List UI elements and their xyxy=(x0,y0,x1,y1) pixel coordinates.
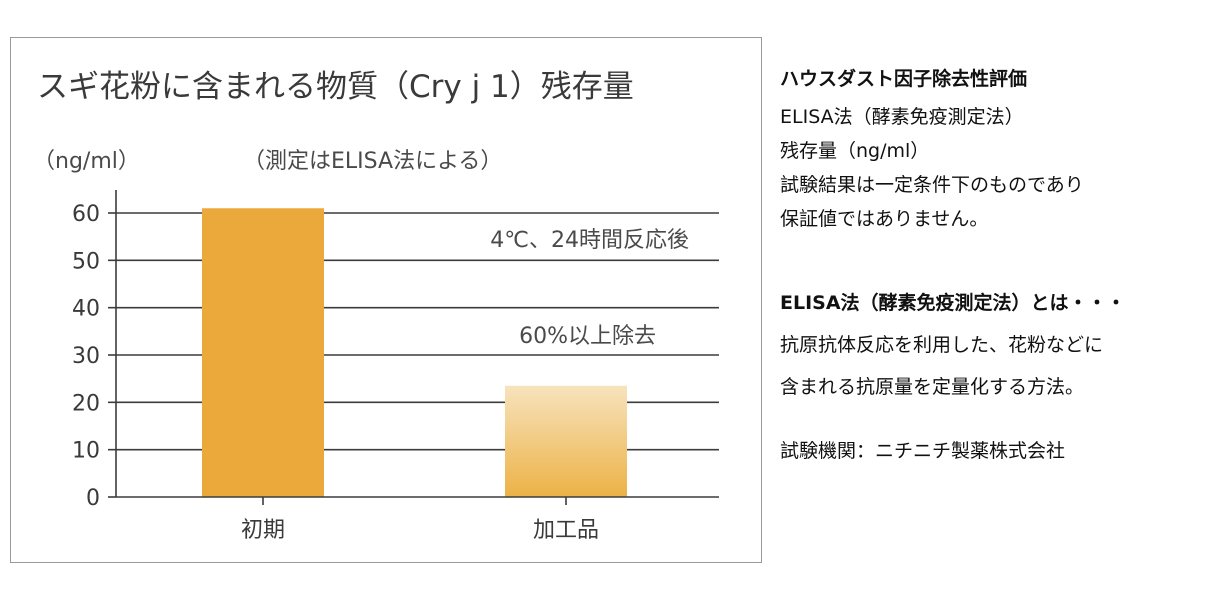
annotation-removal: 60%以上除去 xyxy=(519,324,656,349)
info-line-guarantee: 保証値ではありません。 xyxy=(780,208,989,230)
info-panel: ハウスダスト因子除去性評価 ELISA法（酵素免疫測定法） 残存量（ng/ml）… xyxy=(780,58,1225,468)
testing-lab: 試験機関：ニチニチ製薬株式会社 xyxy=(780,440,1066,462)
annotation-condition: 4℃、24時間反応後 xyxy=(490,228,689,253)
info-heading: ハウスダスト因子除去性評価 xyxy=(780,68,1028,90)
info-line-disclaimer: 試験結果は一定条件下のものであり xyxy=(780,174,1084,196)
definition-line-2: 含まれる抗原量を定量化する方法。 xyxy=(780,376,1085,398)
info-line-method: ELISA法（酵素免疫測定法） xyxy=(780,106,1024,128)
y-tick-label: 0 xyxy=(86,486,100,511)
y-tick-label: 10 xyxy=(72,439,100,464)
chart-subtitle: （測定はELISA法による） xyxy=(243,149,502,174)
definition-heading: ELISA法（酵素免疫測定法）とは・・・ xyxy=(780,292,1126,314)
unit-label: （ng/ml） xyxy=(33,149,140,174)
y-tick-label: 40 xyxy=(72,297,100,322)
bar-initial xyxy=(202,208,324,497)
chart-title: スギ花粉に含まれる物質（Cry j 1）残存量 xyxy=(37,69,634,105)
x-category-label: 加工品 xyxy=(533,518,599,543)
bar-chart: スギ花粉に含まれる物質（Cry j 1）残存量 （ng/ml） （測定はELIS… xyxy=(33,69,719,543)
info-line-unit: 残存量（ng/ml） xyxy=(780,140,930,162)
y-tick-label: 20 xyxy=(72,391,100,416)
definition-line-1: 抗原抗体反応を利用した、花粉などに xyxy=(780,334,1104,356)
y-tick-label: 50 xyxy=(72,249,100,274)
chart-panel: スギ花粉に含まれる物質（Cry j 1）残存量 （ng/ml） （測定はELIS… xyxy=(10,37,762,563)
y-tick-label: 30 xyxy=(72,344,100,369)
bar-processed xyxy=(505,385,627,497)
x-category-label: 初期 xyxy=(241,518,285,543)
y-tick-label: 60 xyxy=(72,202,100,227)
